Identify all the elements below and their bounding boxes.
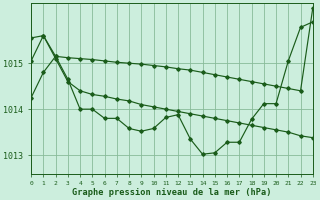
X-axis label: Graphe pression niveau de la mer (hPa): Graphe pression niveau de la mer (hPa) [72,188,272,197]
